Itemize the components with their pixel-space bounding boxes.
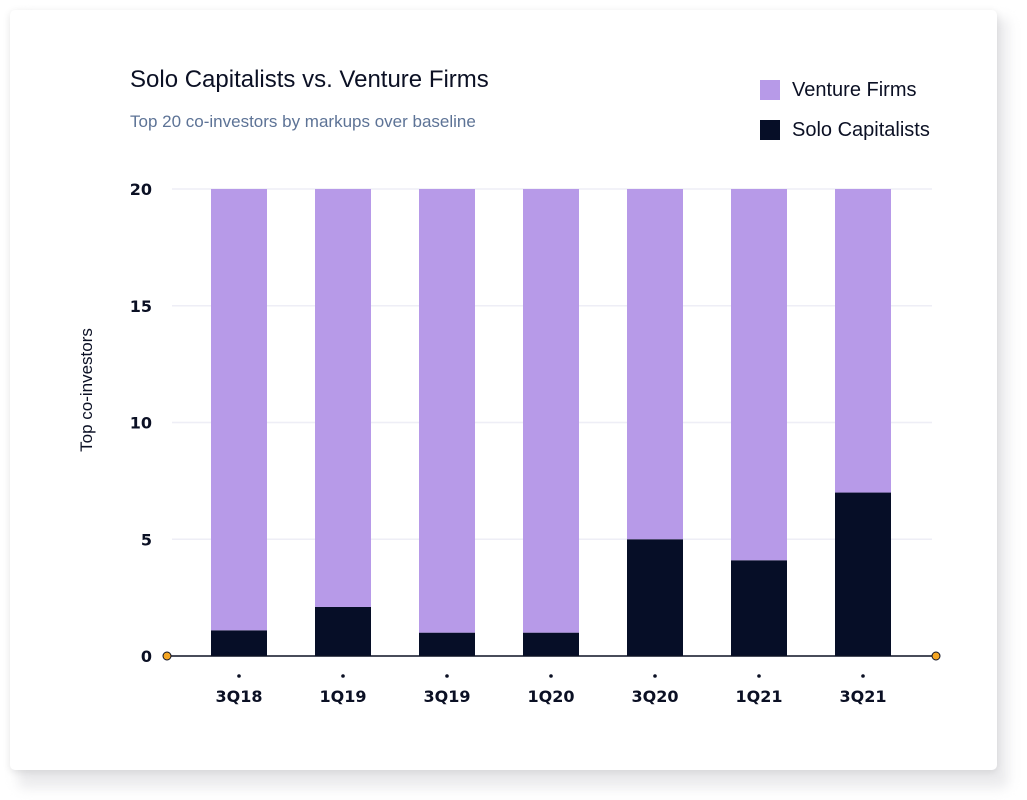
x-tick-mark (549, 674, 553, 678)
x-tick-mark (445, 674, 449, 678)
y-tick-label: 20 (130, 180, 152, 199)
y-tick-label: 10 (130, 414, 152, 433)
bar-venture-firms (211, 189, 267, 631)
x-tick-mark (237, 674, 241, 678)
bar-venture-firms (835, 189, 891, 493)
x-tick-mark (341, 674, 345, 678)
x-tick-label: 3Q21 (840, 687, 887, 706)
x-tick-mark (653, 674, 657, 678)
y-tick-label: 5 (141, 530, 152, 549)
chart-subtitle: Top 20 co-investors by markups over base… (130, 112, 476, 131)
legend-label-venture-firms: Venture Firms (792, 78, 917, 101)
axis-end-marker (162, 651, 172, 661)
chart-legend: Venture Firms Solo Capitalists (760, 70, 930, 150)
chart-card (10, 10, 997, 770)
x-tick-label: 3Q19 (424, 687, 471, 706)
x-tick-label: 3Q18 (216, 687, 263, 706)
bar-solo-capitalists (523, 632, 579, 656)
bar-venture-firms (315, 189, 371, 607)
x-tick-label: 1Q19 (320, 687, 367, 706)
x-tick-mark (757, 674, 761, 678)
legend-label-solo-capitalists: Solo Capitalists (792, 118, 930, 141)
legend-item-venture-firms: Venture Firms (760, 70, 930, 110)
x-tick-label: 1Q20 (528, 687, 575, 706)
bar-venture-firms (419, 189, 475, 633)
x-tick-label: 3Q20 (632, 687, 679, 706)
bar-solo-capitalists (315, 606, 371, 656)
chart-title: Solo Capitalists vs. Venture Firms (130, 66, 489, 93)
bar-solo-capitalists (627, 539, 683, 656)
x-tick-mark (861, 674, 865, 678)
legend-swatch-venture-firms (760, 80, 780, 100)
legend-item-solo-capitalists: Solo Capitalists (760, 110, 930, 150)
axis-end-marker (931, 651, 941, 661)
bar-venture-firms (523, 189, 579, 633)
y-tick-label: 0 (141, 647, 152, 666)
bar-venture-firms (627, 189, 683, 540)
bar-solo-capitalists (211, 630, 267, 656)
y-tick-label: 15 (130, 297, 152, 316)
bar-venture-firms (731, 189, 787, 561)
bar-solo-capitalists (419, 632, 475, 656)
legend-swatch-solo-capitalists (760, 120, 780, 140)
x-tick-label: 1Q21 (736, 687, 783, 706)
bar-solo-capitalists (731, 560, 787, 656)
bar-solo-capitalists (835, 492, 891, 656)
